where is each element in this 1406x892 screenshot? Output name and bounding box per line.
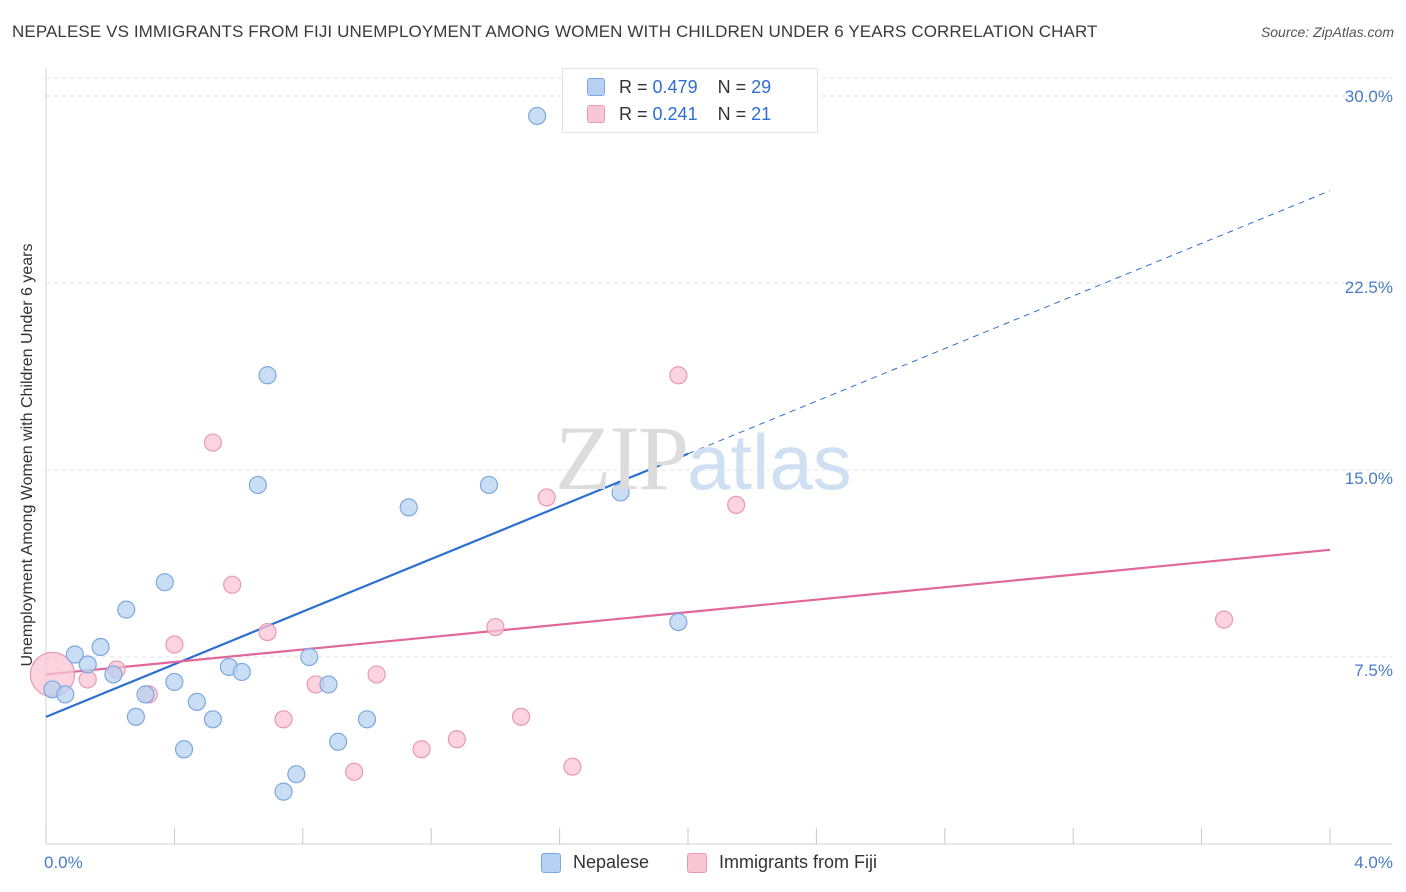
legend-row-fiji: R = 0.241 N = 21 — [587, 102, 771, 126]
grid-layer — [46, 77, 1392, 658]
y-tick-label: 15.0% — [1344, 469, 1393, 488]
nepalese-point — [104, 665, 123, 684]
nepalese-point — [203, 710, 223, 729]
nepalese-point — [165, 672, 184, 692]
y-tick-label: 7.5% — [1354, 661, 1393, 680]
fiji-point — [727, 495, 746, 515]
fiji-point — [274, 710, 293, 729]
nepalese-point — [155, 573, 174, 592]
legend-swatch-fiji — [687, 852, 707, 873]
nepalese-trend-extension — [687, 190, 1331, 455]
nepalese-trend-line — [45, 452, 689, 718]
fiji-point — [669, 366, 688, 385]
legend-r-value: 0.479 — [652, 76, 698, 97]
legend-r-label: R = — [619, 76, 648, 97]
fiji-point — [345, 762, 364, 781]
watermark: ZIPatlas — [555, 405, 852, 511]
legend-swatch-nepalese — [541, 852, 561, 873]
fiji-point — [258, 622, 277, 642]
trend-layer — [45, 190, 1331, 718]
nepalese-point — [232, 662, 251, 682]
nepalese-point — [319, 675, 338, 694]
nepalese-point — [187, 692, 206, 711]
correlation-legend: R = 0.479 N = 29 R = 0.241 N = 21 — [562, 68, 818, 133]
nepalese-point — [56, 685, 75, 704]
nepalese-point — [479, 475, 499, 495]
fiji-point — [165, 635, 184, 654]
legend-label-fiji: Immigrants from Fiji — [719, 852, 878, 872]
nepalese-point — [669, 612, 688, 632]
nepalese-point — [117, 600, 136, 619]
nepalese-point — [258, 366, 277, 385]
nepalese-point — [399, 498, 418, 517]
nepalese-point — [287, 765, 306, 784]
legend-n-label: N = — [717, 76, 747, 97]
x-tick-label-min: 0.0% — [44, 853, 83, 872]
fiji-point — [367, 665, 386, 684]
legend-r-value: 0.241 — [652, 103, 698, 124]
legend-row-nepalese: R = 0.479 N = 29 — [587, 75, 771, 99]
chart-title: NEPALESE VS IMMIGRANTS FROM FIJI UNEMPLO… — [12, 22, 1098, 41]
legend-n-label: N = — [717, 103, 747, 124]
nepalese-point — [91, 637, 110, 657]
legend-label-nepalese: Nepalese — [573, 852, 650, 872]
nepalese-point — [300, 647, 319, 667]
fiji-point — [412, 740, 431, 759]
watermark-zip: ZIP — [555, 407, 689, 509]
points-layer — [29, 106, 1234, 801]
legend-item-fiji[interactable]: Immigrants from Fiji — [687, 852, 877, 873]
source-label: Source: ZipAtlas.com — [1260, 24, 1394, 40]
fiji-point — [223, 575, 242, 594]
nepalese-point — [78, 655, 97, 674]
watermark-atlas: atlas — [687, 418, 852, 506]
legend-n-value: 21 — [751, 103, 772, 124]
nepalese-point — [136, 685, 155, 704]
y-axis-label: Unemployment Among Women with Children U… — [19, 243, 36, 667]
legend-item-nepalese[interactable]: Nepalese — [541, 852, 649, 873]
nepalese-point — [248, 475, 267, 495]
nepalese-point — [357, 710, 377, 729]
fiji-point — [563, 757, 582, 776]
fiji-point — [537, 488, 556, 507]
nepalese-point — [65, 645, 84, 664]
y-tick-label: 22.5% — [1344, 278, 1393, 297]
legend-swatch-nepalese — [587, 78, 605, 96]
fiji-trend-line — [45, 548, 1331, 676]
fiji-point — [447, 730, 466, 749]
fiji-point — [511, 707, 531, 726]
nepalese-point — [174, 740, 194, 759]
axis-layer — [45, 68, 1392, 845]
fiji-point — [1214, 610, 1234, 629]
nepalese-point — [126, 707, 145, 726]
y-tick-label: 30.0% — [1344, 87, 1393, 106]
nepalese-point — [274, 782, 293, 801]
fiji-point — [203, 433, 223, 452]
legend-n-value: 29 — [751, 76, 772, 97]
nepalese-point — [528, 106, 547, 126]
legend-swatch-fiji — [587, 105, 605, 123]
legend-r-label: R = — [619, 103, 648, 124]
nepalese-point — [329, 732, 348, 751]
x-tick-label-max: 4.0% — [1354, 853, 1393, 872]
series-legend: Nepalese Immigrants from Fiji — [0, 852, 1406, 878]
fiji-point — [486, 617, 505, 637]
nepalese-point — [611, 483, 630, 502]
